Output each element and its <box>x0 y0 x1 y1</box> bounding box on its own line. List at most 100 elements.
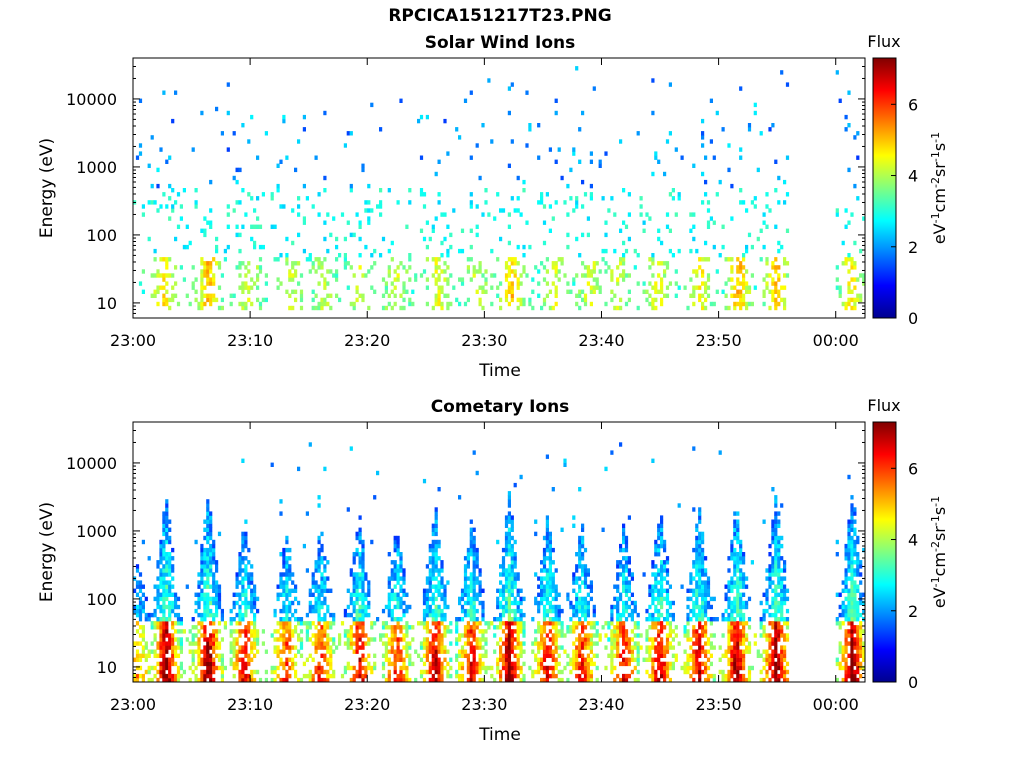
heatmap-cell <box>203 629 207 634</box>
heatmap-cell <box>323 175 327 181</box>
heatmap-cell <box>138 143 143 148</box>
heatmap-cell <box>668 131 672 136</box>
heatmap-cell <box>481 600 485 606</box>
heatmap-cell <box>314 305 318 311</box>
heatmap-cell <box>162 527 166 532</box>
heatmap-cell <box>159 669 163 675</box>
heatmap-cell <box>601 625 605 630</box>
heatmap-cell <box>592 261 596 266</box>
heatmap-cell <box>701 305 705 311</box>
heatmap-cell <box>496 588 500 593</box>
heatmap-cell <box>507 653 511 658</box>
heatmap-cell <box>358 564 362 569</box>
heatmap-cell <box>414 273 418 278</box>
heatmap-cell <box>317 669 321 675</box>
heatmap-cell <box>771 297 775 303</box>
heatmap-cell <box>730 604 734 610</box>
heatmap-cell <box>203 535 207 541</box>
heatmap-cell <box>332 273 336 278</box>
heatmap-cell <box>838 645 842 650</box>
heatmap-cell <box>785 677 790 683</box>
heatmap-cell <box>616 305 620 311</box>
heatmap-cell <box>215 600 219 606</box>
heatmap-cell <box>408 301 412 307</box>
heatmap-cell <box>206 572 210 577</box>
heatmap-cell <box>581 621 585 626</box>
heatmap-cell <box>578 637 582 642</box>
heatmap-cell <box>780 543 784 549</box>
heatmap-cell <box>838 625 842 630</box>
heatmap-cell <box>583 192 588 197</box>
heatmap-cell <box>361 592 365 597</box>
heatmap-cell <box>408 677 412 683</box>
heatmap-cell <box>387 677 391 683</box>
heatmap-cell <box>578 653 582 658</box>
heatmap-cell <box>660 301 664 307</box>
heatmap-cell <box>176 653 181 658</box>
heatmap-cell <box>484 269 488 274</box>
heatmap-cell <box>592 621 596 626</box>
heatmap-cell <box>156 653 160 658</box>
heatmap-cell <box>783 653 787 658</box>
heatmap-cell <box>396 564 400 569</box>
heatmap-cell <box>314 293 318 298</box>
heatmap-cell <box>311 677 315 683</box>
heatmap-cell <box>338 641 342 646</box>
heatmap-cell <box>168 657 172 662</box>
heatmap-cell <box>759 131 763 136</box>
heatmap-cell <box>771 600 775 606</box>
heatmap-cell <box>771 637 775 642</box>
heatmap-cell <box>419 273 424 278</box>
heatmap-cell <box>484 665 488 671</box>
heatmap-cell <box>159 604 163 610</box>
heatmap-cell <box>425 257 429 262</box>
heatmap-cell <box>156 167 160 173</box>
heatmap-cell <box>367 269 371 274</box>
heatmap-cell <box>774 621 778 626</box>
heatmap-cell <box>209 596 213 602</box>
heatmap-cell <box>390 641 394 646</box>
heatmap-cell <box>203 625 207 630</box>
heatmap-cell <box>660 285 664 290</box>
heatmap-cell <box>510 552 514 557</box>
heatmap-cell <box>352 560 356 565</box>
heatmap-cell <box>308 608 312 614</box>
heatmap-cell <box>469 645 473 650</box>
heatmap-cell <box>680 665 684 671</box>
heatmap-cell <box>326 576 330 581</box>
heatmap-cell <box>578 617 582 622</box>
heatmap-cell <box>592 641 596 646</box>
heatmap-cell <box>381 277 386 282</box>
heatmap-cell <box>156 289 160 294</box>
heatmap-cell <box>472 269 476 274</box>
heatmap-cell <box>663 661 667 667</box>
heatmap-cell <box>657 677 661 683</box>
heatmap-cell <box>701 596 705 602</box>
heatmap-cell <box>774 305 778 311</box>
heatmap-cell <box>349 600 353 606</box>
heatmap-cell <box>425 669 429 675</box>
heatmap-cell <box>320 633 324 638</box>
heatmap-cell <box>168 669 172 675</box>
heatmap-cell <box>264 669 268 675</box>
heatmap-cell <box>396 543 400 549</box>
heatmap-cell <box>209 621 213 626</box>
heatmap-cell <box>162 657 166 662</box>
heatmap-cell <box>496 665 500 671</box>
heatmap-cell <box>777 621 781 626</box>
heatmap-cell <box>730 257 734 262</box>
heatmap-cell <box>730 580 734 585</box>
heatmap-cell <box>323 466 327 472</box>
heatmap-cell <box>847 612 851 618</box>
heatmap-cell <box>159 576 163 581</box>
heatmap-cell <box>610 633 614 638</box>
heatmap-cell <box>440 560 444 565</box>
heatmap-cell <box>215 645 219 650</box>
heatmap-cell <box>771 661 775 667</box>
heatmap-cell <box>200 281 204 286</box>
heatmap-cell <box>572 151 576 156</box>
heatmap-cell <box>534 653 538 658</box>
heatmap-cell <box>250 649 254 654</box>
heatmap-cell <box>171 293 175 298</box>
heatmap-cell <box>212 596 216 602</box>
